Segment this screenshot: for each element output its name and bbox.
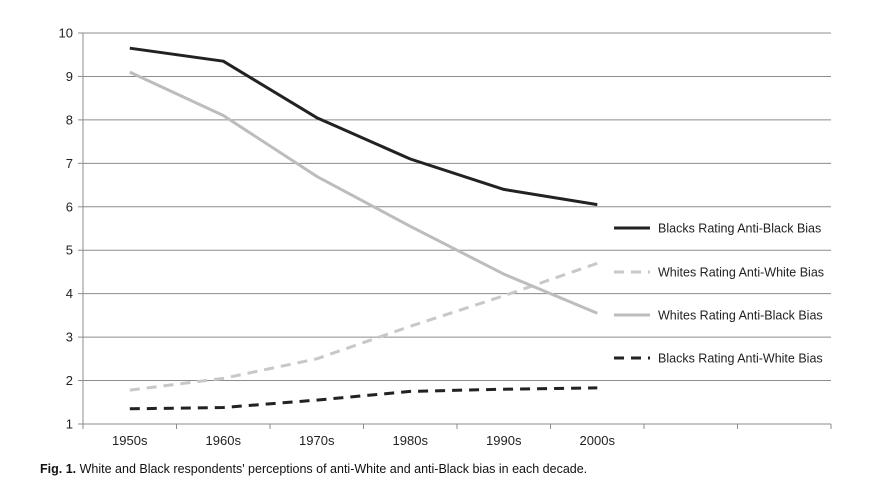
gridlines [83, 32, 831, 382]
line-chart: 1 2 3 4 5 6 7 8 9 10 1950s 1960s 1970s 1980s 1990s 200… [59, 26, 832, 448]
y-tick-label: 3 [66, 330, 73, 345]
figure-label: Fig. 1. [40, 462, 77, 476]
series-line-3 [129, 70, 598, 315]
x-tick-label: 1990s [486, 433, 522, 448]
series-line-4 [129, 386, 598, 411]
series-line-1 [129, 46, 598, 207]
legend: Blacks Rating Anti-Black Bias Whites Rati… [614, 222, 824, 366]
y-tick-label: 2 [66, 373, 73, 388]
y-tick-label: 10 [59, 26, 73, 41]
legend-label-4: Blacks Rating Anti-White Bias [658, 352, 823, 366]
legend-label-3: Whites Rating Anti-Black Bias [658, 309, 823, 323]
figure-caption-text: White and Black respondents' perceptions… [79, 462, 588, 476]
y-tick-label: 5 [66, 243, 73, 258]
x-tick-label: 1970s [299, 433, 335, 448]
figure-caption: Fig. 1. White and Black respondents' per… [40, 462, 587, 476]
x-tick-label: 1960s [206, 433, 242, 448]
y-tick-label: 1 [66, 417, 73, 432]
x-axis-ticks: 1950s 1960s 1970s 1980s 1990s 2000s [82, 424, 832, 448]
y-tick-label: 9 [66, 69, 73, 84]
legend-label-1: Blacks Rating Anti-Black Bias [658, 222, 821, 236]
legend-label-2: Whites Rating Anti-White Bias [658, 266, 824, 280]
y-tick-label: 6 [66, 199, 73, 214]
y-tick-label: 4 [66, 286, 73, 301]
series-lines [129, 46, 598, 411]
y-axis-ticks: 1 2 3 4 5 6 7 8 9 10 [59, 26, 83, 432]
series-line-2 [129, 261, 598, 392]
x-tick-label: 2000s [580, 433, 616, 448]
y-tick-label: 8 [66, 112, 73, 127]
y-tick-label: 7 [66, 156, 73, 171]
x-tick-label: 1950s [112, 433, 148, 448]
x-tick-label: 1980s [393, 433, 429, 448]
